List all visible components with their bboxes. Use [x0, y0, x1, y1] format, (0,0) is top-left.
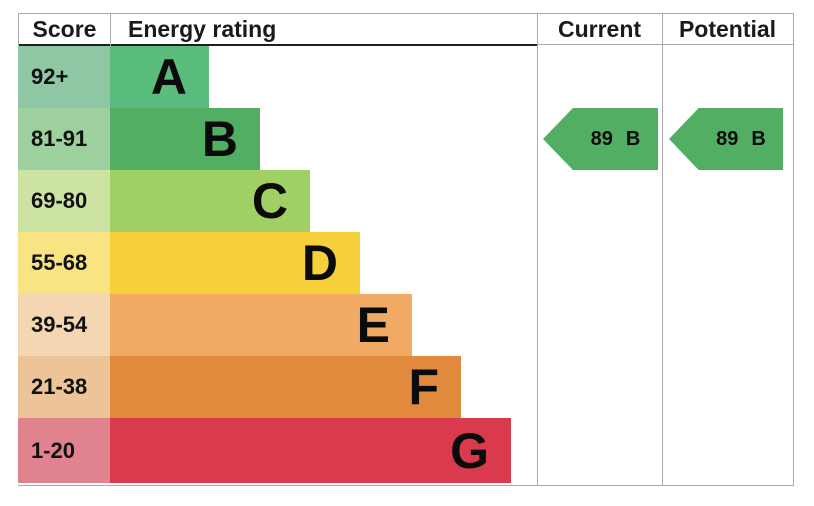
score-column-divider [110, 13, 111, 46]
rating-bar-c: C [110, 170, 310, 232]
current-column-left-border [537, 13, 538, 486]
table-left-border [18, 13, 19, 46]
score-range-d: 55-68 [18, 232, 110, 294]
potential-rating-letter: B [751, 127, 766, 150]
score-range-b: 81-91 [18, 108, 110, 170]
table-top-border [18, 13, 794, 14]
table-bottom-border [18, 485, 794, 486]
rating-bar-e: E [110, 294, 412, 356]
score-range-f: 21-38 [18, 356, 110, 418]
header-potential: Potential [678, 15, 777, 42]
potential-rating-arrow: 89 B [669, 108, 783, 170]
rating-bar-d: D [110, 232, 360, 294]
potential-column-left-border [662, 13, 663, 486]
header-energy-rating: Energy rating [128, 15, 277, 42]
current-rating-arrow: 89 B [543, 108, 658, 170]
score-range-e: 39-54 [18, 294, 110, 356]
rating-bar-f: F [110, 356, 461, 418]
header-current: Current [557, 15, 642, 42]
rating-bar-a: A [110, 46, 209, 108]
current-score-value: 89 [590, 127, 613, 150]
header-underline-right [537, 44, 794, 45]
score-range-a: 92+ [18, 46, 110, 108]
table-right-border [793, 13, 794, 486]
potential-score-value: 89 [716, 127, 739, 150]
rating-bar-g: G [110, 418, 511, 483]
score-range-g: 1-20 [18, 418, 110, 483]
current-rating-letter: B [625, 127, 641, 150]
header-underline-left [18, 44, 537, 46]
score-range-c: 69-80 [18, 170, 110, 232]
rating-bar-b: B [110, 108, 260, 170]
header-score: Score [32, 15, 97, 42]
